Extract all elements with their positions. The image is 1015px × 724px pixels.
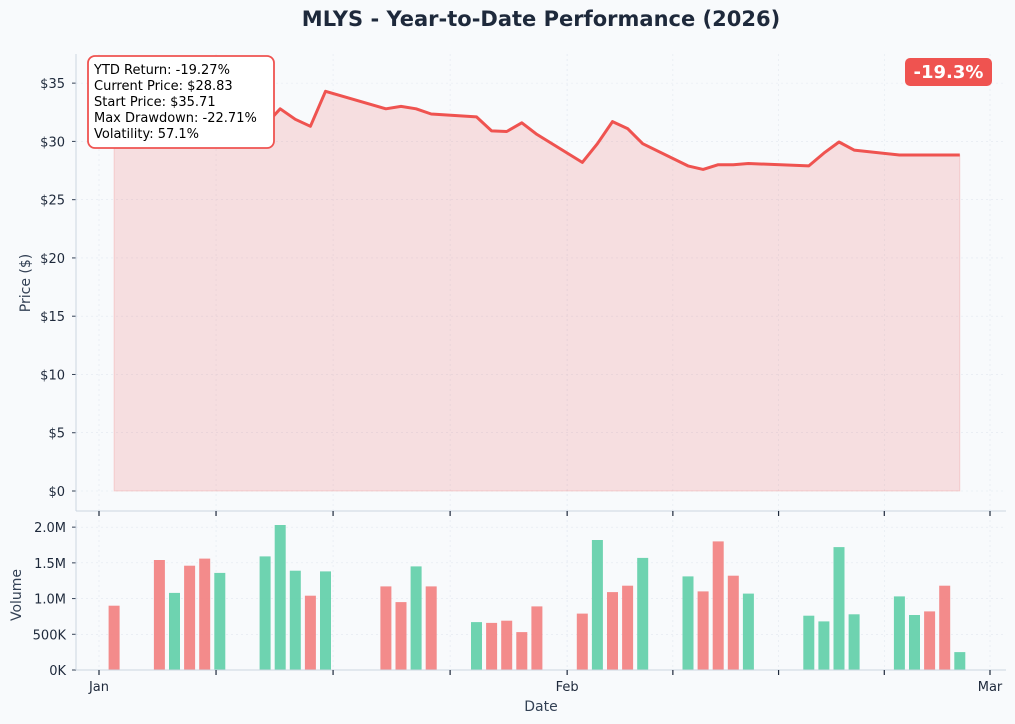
price-panel: $0 $5 $10 $15 $20 $25 $30 $35 Price ($) YTD Ret… [18, 54, 1006, 516]
volume-bar [848, 614, 860, 670]
volume-bar [954, 652, 966, 670]
volume-bar [259, 556, 271, 670]
volume-y-tick-label: 1.0M [34, 593, 66, 608]
price-y-ticks: $0 $5 $10 $15 $20 $25 $30 $35 [40, 77, 76, 500]
volume-bar [274, 525, 286, 670]
volume-bar [576, 613, 588, 670]
volume-bar [289, 570, 301, 670]
price-y-tick-label: $0 [48, 485, 65, 500]
volume-y-tick-label: 0K [49, 664, 66, 679]
price-grid [76, 54, 1006, 511]
return-badge-background [905, 58, 992, 86]
volume-bar [410, 566, 422, 670]
volume-bar [712, 541, 724, 670]
volume-bar [591, 540, 603, 670]
volume-bar [742, 593, 754, 670]
volume-bar [622, 585, 634, 670]
stats-box: YTD Return: -19.27% Current Price: $28.8… [87, 55, 275, 149]
price-y-tick-label: $5 [48, 427, 65, 442]
volume-bar [304, 595, 316, 670]
price-y-label: Price ($) [18, 254, 34, 312]
price-y-tick-label: $35 [40, 77, 65, 92]
volume-bar [516, 632, 528, 670]
volume-y-tick-label: 1.5M [34, 557, 66, 572]
volume-bar [486, 622, 498, 670]
volume-bar [727, 575, 739, 670]
volume-bar [531, 606, 543, 670]
volume-bar [184, 565, 196, 670]
stats-box-frame [87, 55, 275, 149]
x-axis-label: Date [524, 699, 557, 715]
volume-bar [637, 557, 649, 670]
volume-bar [169, 592, 180, 670]
price-y-tick-label: $20 [40, 252, 65, 267]
volume-y-tick-label: 500K [33, 628, 67, 643]
chart-title: MLYS - Year-to-Date Performance (2026) [302, 7, 780, 31]
volume-bar [108, 605, 120, 670]
price-y-tick-label: $15 [40, 310, 65, 325]
price-y-tick-label: $25 [40, 194, 65, 209]
volume-bar [214, 572, 226, 670]
volume-bar [425, 586, 437, 670]
volume-panel: 0K 500K 1.0M 1.5M 2.0M Jan Feb Mar Volume Date [9, 520, 1006, 715]
stats-line-current-price: Current Price: $28.83 [94, 79, 233, 94]
stats-line-volatility: Volatility: 57.1% [94, 127, 199, 142]
volume-bars [108, 525, 966, 670]
volume-bar [803, 615, 815, 670]
price-y-tick-label: $10 [40, 368, 65, 383]
x-tick-label: Jan [88, 680, 109, 695]
volume-y-tick-label: 2.0M [34, 521, 66, 536]
volume-bar [153, 560, 165, 670]
volume-x-ticks: Jan Feb Mar [88, 670, 1003, 695]
stats-line-ytd-return: YTD Return: -19.27% [93, 63, 230, 78]
volume-bar [501, 620, 513, 670]
volume-bar [909, 615, 920, 670]
volume-bar [199, 558, 211, 670]
volume-y-ticks: 0K 500K 1.0M 1.5M 2.0M [33, 521, 76, 679]
price-x-ticks [98, 511, 991, 516]
x-tick-label: Mar [978, 680, 1003, 695]
volume-bar [924, 611, 936, 670]
volume-bar [320, 571, 331, 670]
volume-bar [380, 586, 392, 670]
volume-bar [697, 591, 709, 670]
return-badge: -19.3% [905, 58, 992, 86]
volume-bar [682, 576, 694, 670]
volume-y-label: Volume [9, 569, 25, 621]
return-badge-text: -19.3% [914, 62, 984, 83]
stats-line-max-drawdown: Max Drawdown: -22.71% [94, 111, 257, 126]
volume-bar [818, 621, 830, 670]
volume-bar [471, 622, 482, 670]
price-y-tick-label: $30 [40, 135, 65, 150]
volume-bar [833, 547, 845, 670]
volume-bar [939, 585, 951, 670]
volume-bar [893, 596, 905, 670]
volume-bar [607, 592, 618, 670]
x-tick-label: Feb [556, 680, 579, 695]
stats-line-start-price: Start Price: $35.71 [94, 95, 216, 110]
volume-bar [395, 602, 407, 670]
